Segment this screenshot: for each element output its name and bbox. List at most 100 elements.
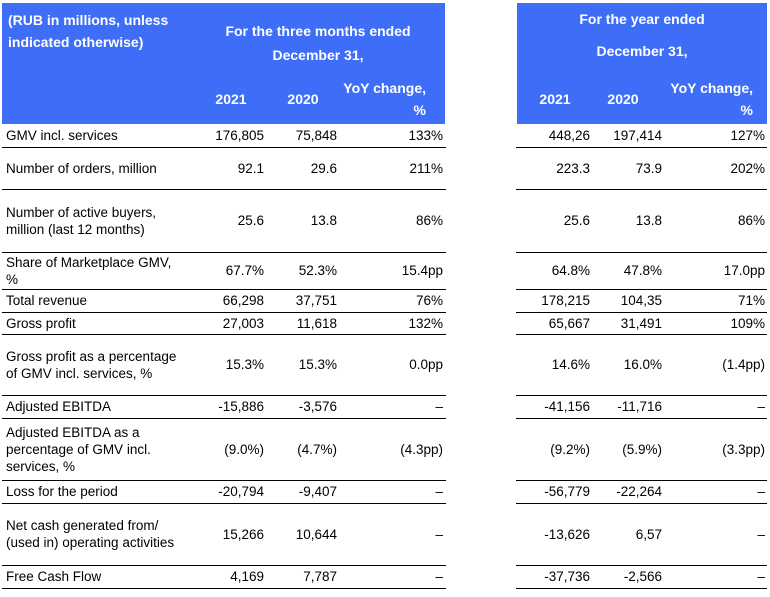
- row-value-q2021: 15,266: [222, 526, 264, 542]
- row-label: Adjusted EBITDA: [6, 399, 112, 414]
- row-value-q2021: 176,805: [215, 127, 264, 143]
- quarter-2020-header: 2020: [287, 91, 319, 107]
- row-value-q2020: 15.3%: [298, 357, 337, 372]
- row-value-y2020: 31,491: [620, 315, 662, 331]
- row-value-yyoy: –: [757, 399, 765, 414]
- row-value-q2021: (9.0%): [224, 441, 264, 457]
- row-value-yyoy: 127%: [730, 127, 765, 143]
- row-value-q2020: 37,751: [295, 293, 337, 308]
- year-2021-header: 2021: [539, 91, 571, 107]
- row-divider-left: [2, 565, 446, 566]
- row-value-q2020: 52.3%: [298, 263, 337, 278]
- row-divider-left: [2, 395, 446, 396]
- row-value-y2021: -41,156: [544, 399, 590, 414]
- row-divider-right: [516, 147, 767, 148]
- row-divider-left: [2, 418, 446, 419]
- row-label: Gross profit as a percentage of GMV incl…: [6, 348, 177, 381]
- row-divider-right: [516, 289, 767, 290]
- row-value-yyoy: (1.4pp): [722, 357, 765, 372]
- row-value-q2020: 10,644: [295, 526, 337, 542]
- row-value-yyoy: 202%: [730, 160, 765, 176]
- row-value-qyoy: –: [435, 399, 443, 414]
- row-value-qyoy: 0.0pp: [409, 357, 443, 372]
- row-divider-right: [516, 312, 767, 313]
- row-value-q2020: (4.7%): [297, 441, 337, 457]
- row-value-qyoy: 86%: [415, 213, 443, 228]
- row-divider-left: [2, 480, 446, 481]
- row-value-qyoy: 132%: [408, 315, 443, 331]
- row-value-qyoy: 15.4pp: [401, 263, 443, 278]
- quarter-yoy-header: YoY change, %: [343, 80, 426, 118]
- row-value-qyoy: –: [435, 569, 443, 584]
- row-divider-right: [516, 189, 767, 190]
- row-value-y2021: 65,667: [548, 315, 590, 331]
- year-group-line2: December 31,: [596, 43, 688, 59]
- row-divider-left: [2, 334, 446, 335]
- row-value-q2021: 92.1: [237, 160, 264, 176]
- header-left-block: (RUB in millions, unless indicated other…: [2, 3, 445, 124]
- row-divider-left: [2, 252, 446, 253]
- row-value-yyoy: 71%: [737, 293, 765, 308]
- row-label: Free Cash Flow: [6, 569, 102, 584]
- row-label: Share of Marketplace GMV, %: [6, 254, 172, 287]
- row-value-q2021: 25.6: [237, 213, 264, 228]
- row-value-q2021: -15,886: [218, 399, 264, 414]
- row-value-y2021: 178,215: [541, 293, 590, 308]
- row-value-q2020: 11,618: [296, 315, 337, 331]
- row-label: Number of active buyers, million (last 1…: [6, 204, 157, 237]
- row-value-qyoy: 133%: [408, 127, 443, 143]
- row-value-y2021: -13,626: [544, 526, 590, 542]
- row-value-yyoy: –: [757, 526, 765, 542]
- year-group-line1: For the year ended: [579, 11, 705, 27]
- row-value-q2020: -3,576: [298, 399, 337, 414]
- row-value-y2020: -11,716: [617, 399, 662, 414]
- row-value-q2021: 66,298: [222, 293, 264, 308]
- row-value-y2021: (9.2%): [550, 441, 590, 457]
- row-divider-right: [516, 252, 767, 253]
- row-label: GMV incl. services: [6, 127, 118, 143]
- row-value-yyoy: –: [757, 569, 765, 584]
- row-value-qyoy: –: [435, 484, 443, 499]
- row-value-q2020: 75,848: [295, 127, 337, 143]
- row-divider-left: [2, 147, 446, 148]
- row-divider-right: [516, 418, 767, 419]
- row-value-y2021: 223.3: [556, 160, 590, 176]
- row-label: Gross profit: [6, 315, 76, 331]
- row-value-q2021: -20,794: [218, 484, 264, 499]
- year-2020-header: 2020: [607, 91, 639, 107]
- row-label: Number of orders, million: [6, 160, 157, 176]
- row-value-y2020: 6,57: [635, 526, 662, 542]
- row-label: Net cash generated from/ (used in) opera…: [6, 518, 175, 550]
- row-value-y2020: -2,566: [623, 569, 662, 584]
- row-value-y2021: 64.8%: [551, 263, 590, 278]
- row-value-q2021: 27,003: [222, 315, 264, 331]
- row-value-yyoy: (3.3pp): [722, 441, 765, 457]
- year-yoy-header: YoY change, %: [670, 80, 753, 118]
- row-divider-left: [2, 312, 446, 313]
- row-value-yyoy: 86%: [737, 213, 765, 228]
- row-value-y2020: 16.0%: [623, 357, 662, 372]
- row-value-y2021: 14.6%: [551, 357, 590, 372]
- row-value-y2020: 47.8%: [623, 263, 662, 278]
- row-divider-left: [2, 588, 446, 589]
- row-value-q2021: 67.7%: [225, 263, 264, 278]
- row-value-y2021: -56,779: [544, 484, 590, 499]
- row-label: Adjusted EBITDA as a percentage of GMV i…: [6, 424, 151, 474]
- row-label: Loss for the period: [6, 484, 118, 499]
- row-value-q2021: 4,169: [230, 569, 264, 584]
- row-divider-right: [516, 503, 767, 504]
- row-label: Total revenue: [6, 293, 88, 308]
- quarter-group-header: For the three months ended December 31,: [225, 23, 411, 63]
- row-value-y2020: (5.9%): [622, 441, 662, 457]
- row-divider-right: [516, 334, 767, 335]
- row-value-qyoy: 211%: [409, 160, 443, 176]
- row-value-qyoy: 76%: [415, 293, 443, 308]
- row-divider-right: [516, 588, 767, 589]
- row-divider-left: [2, 503, 446, 504]
- row-value-y2020: 13.8: [635, 213, 662, 228]
- row-value-yyoy: 17.0pp: [723, 263, 765, 278]
- row-divider-left: [2, 189, 446, 190]
- row-value-q2020: 29.6: [310, 160, 337, 176]
- row-value-yyoy: –: [757, 484, 765, 499]
- row-divider-right: [516, 565, 767, 566]
